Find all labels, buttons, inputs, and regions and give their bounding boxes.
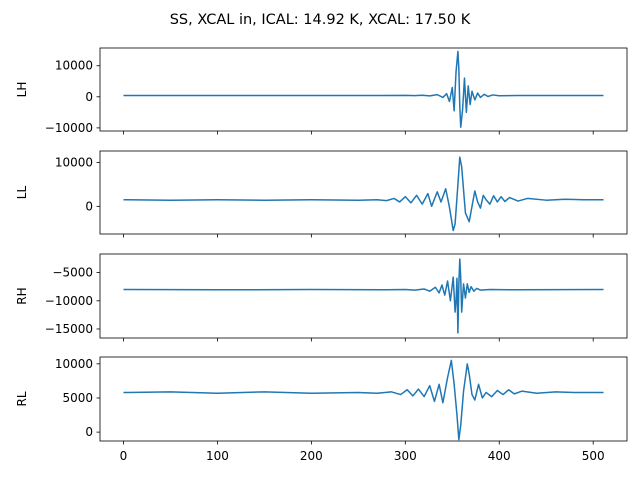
ytick-label-rl: 10000 bbox=[55, 357, 93, 371]
panel-ll: 0 10000 LL bbox=[15, 150, 628, 238]
figure-title: SS, XCAL in, ICAL: 14.92 K, XCAL: 17.50 … bbox=[170, 12, 471, 28]
ytick-label-ll: 10000 bbox=[55, 155, 93, 169]
ylabel-rl: RL bbox=[15, 391, 29, 406]
ytick-label-rh: −15000 bbox=[45, 322, 93, 336]
ylabel-ll: LL bbox=[15, 186, 29, 200]
ylabel-lh: LH bbox=[15, 82, 29, 98]
axes-frame-lh bbox=[99, 47, 628, 132]
ylabel-rh: RH bbox=[15, 287, 29, 304]
xtick-label-rl: 400 bbox=[488, 449, 511, 463]
xtick-label-rl: 200 bbox=[300, 449, 323, 463]
ytick-label-rh: −10000 bbox=[45, 294, 93, 308]
series-line-lh bbox=[123, 50, 604, 129]
series-line-rl bbox=[123, 359, 604, 441]
ytick-label-rl: 0 bbox=[85, 425, 93, 439]
panel-rh: −15000 −10000 −5000 RH bbox=[15, 253, 628, 342]
ytick-label-lh: 10000 bbox=[55, 59, 93, 73]
ytick-label-ll: 0 bbox=[85, 199, 93, 213]
axes-frame-rl bbox=[99, 356, 628, 442]
panel-lh: −10000 0 10000 LH bbox=[15, 47, 628, 135]
ytick-label-rh: −5000 bbox=[52, 266, 93, 280]
xtick-label-rl: 300 bbox=[394, 449, 417, 463]
xtick-label-rl: 100 bbox=[206, 449, 229, 463]
panel-rl: 0 5000 10000 RL 0 100 200 300 400 500 bbox=[15, 356, 628, 463]
series-line-rh bbox=[123, 258, 604, 334]
axes-frame-ll bbox=[99, 150, 628, 235]
series-line-ll bbox=[123, 156, 604, 232]
ytick-label-lh: −10000 bbox=[45, 121, 93, 135]
xtick-label-rl: 0 bbox=[120, 449, 128, 463]
xtick-label-rl: 500 bbox=[582, 449, 605, 463]
axes-frame-rh bbox=[99, 253, 628, 339]
ytick-label-rl: 5000 bbox=[62, 391, 93, 405]
ytick-label-lh: 0 bbox=[85, 90, 93, 104]
